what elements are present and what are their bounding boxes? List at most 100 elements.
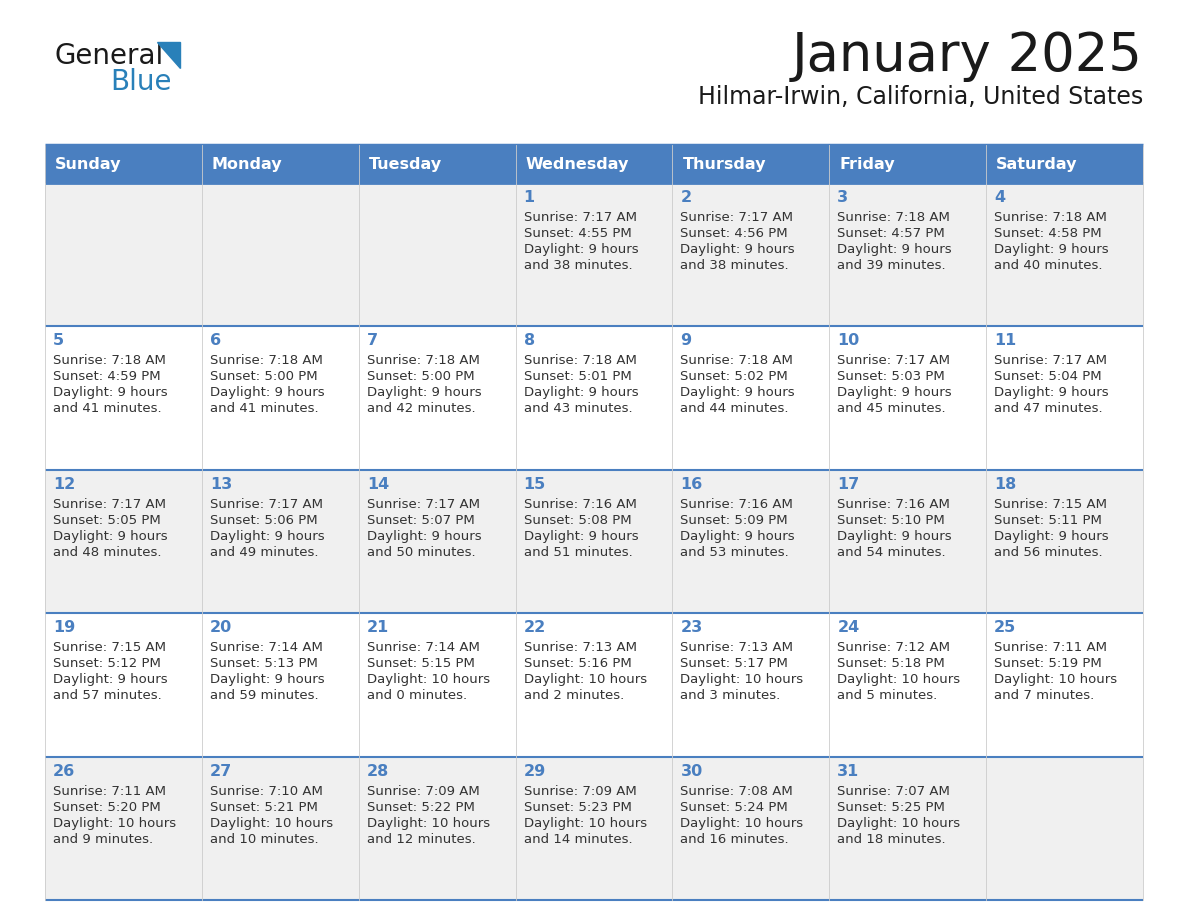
Text: 20: 20 — [210, 621, 232, 635]
Text: Daylight: 9 hours: Daylight: 9 hours — [53, 530, 168, 543]
Text: and 10 minutes.: and 10 minutes. — [210, 833, 318, 845]
Text: and 9 minutes.: and 9 minutes. — [53, 833, 153, 845]
Text: and 44 minutes.: and 44 minutes. — [681, 402, 789, 416]
Bar — [45, 145, 202, 183]
Text: Sunrise: 7:17 AM: Sunrise: 7:17 AM — [53, 498, 166, 510]
Text: Daylight: 10 hours: Daylight: 10 hours — [681, 673, 803, 686]
Text: Daylight: 10 hours: Daylight: 10 hours — [994, 673, 1117, 686]
Text: Daylight: 10 hours: Daylight: 10 hours — [681, 817, 803, 830]
Text: Blue: Blue — [110, 68, 171, 96]
Text: Sunset: 4:57 PM: Sunset: 4:57 PM — [838, 227, 944, 240]
Text: Sunrise: 7:17 AM: Sunrise: 7:17 AM — [681, 211, 794, 224]
Text: Wednesday: Wednesday — [525, 156, 628, 172]
Text: Sunset: 5:08 PM: Sunset: 5:08 PM — [524, 514, 631, 527]
Text: 11: 11 — [994, 333, 1017, 349]
Text: Daylight: 10 hours: Daylight: 10 hours — [524, 673, 646, 686]
Text: and 57 minutes.: and 57 minutes. — [53, 689, 162, 702]
Text: Sunrise: 7:18 AM: Sunrise: 7:18 AM — [53, 354, 166, 367]
Bar — [829, 145, 986, 183]
Text: Sunset: 5:16 PM: Sunset: 5:16 PM — [524, 657, 631, 670]
Bar — [359, 145, 516, 183]
Text: 21: 21 — [367, 621, 388, 635]
Text: Sunset: 5:21 PM: Sunset: 5:21 PM — [210, 800, 317, 813]
Text: and 38 minutes.: and 38 minutes. — [681, 259, 789, 272]
Text: and 40 minutes.: and 40 minutes. — [994, 259, 1102, 272]
Text: Sunrise: 7:18 AM: Sunrise: 7:18 AM — [367, 354, 480, 367]
Text: Daylight: 9 hours: Daylight: 9 hours — [524, 243, 638, 256]
Text: 25: 25 — [994, 621, 1017, 635]
Text: 14: 14 — [367, 476, 388, 492]
Text: Sunrise: 7:17 AM: Sunrise: 7:17 AM — [210, 498, 323, 510]
Text: Daylight: 10 hours: Daylight: 10 hours — [367, 817, 489, 830]
Text: and 41 minutes.: and 41 minutes. — [210, 402, 318, 416]
Text: 15: 15 — [524, 476, 545, 492]
Bar — [45, 327, 1143, 470]
Text: Sunset: 5:13 PM: Sunset: 5:13 PM — [210, 657, 317, 670]
Text: Daylight: 9 hours: Daylight: 9 hours — [53, 673, 168, 686]
Text: 7: 7 — [367, 333, 378, 349]
Text: Tuesday: Tuesday — [368, 156, 442, 172]
Text: Daylight: 9 hours: Daylight: 9 hours — [367, 530, 481, 543]
Text: and 14 minutes.: and 14 minutes. — [524, 833, 632, 845]
Text: Sunrise: 7:13 AM: Sunrise: 7:13 AM — [681, 641, 794, 655]
Text: 8: 8 — [524, 333, 535, 349]
Text: and 2 minutes.: and 2 minutes. — [524, 689, 624, 702]
Text: and 43 minutes.: and 43 minutes. — [524, 402, 632, 416]
Text: Sunset: 5:20 PM: Sunset: 5:20 PM — [53, 800, 160, 813]
Text: 5: 5 — [53, 333, 64, 349]
Text: 28: 28 — [367, 764, 388, 778]
Text: Sunset: 5:11 PM: Sunset: 5:11 PM — [994, 514, 1102, 527]
Text: 10: 10 — [838, 333, 860, 349]
Text: 9: 9 — [681, 333, 691, 349]
Text: Daylight: 9 hours: Daylight: 9 hours — [681, 530, 795, 543]
Bar — [202, 145, 359, 183]
Text: Sunrise: 7:08 AM: Sunrise: 7:08 AM — [681, 785, 794, 798]
Text: Daylight: 9 hours: Daylight: 9 hours — [838, 530, 952, 543]
Text: 1: 1 — [524, 190, 535, 205]
Text: Sunrise: 7:07 AM: Sunrise: 7:07 AM — [838, 785, 950, 798]
Text: and 45 minutes.: and 45 minutes. — [838, 402, 946, 416]
Text: and 18 minutes.: and 18 minutes. — [838, 833, 946, 845]
Text: Sunset: 5:01 PM: Sunset: 5:01 PM — [524, 370, 631, 384]
Text: 2: 2 — [681, 190, 691, 205]
Text: General: General — [55, 42, 164, 70]
Text: 23: 23 — [681, 621, 702, 635]
Text: and 3 minutes.: and 3 minutes. — [681, 689, 781, 702]
Text: and 51 minutes.: and 51 minutes. — [524, 546, 632, 559]
Text: Sunday: Sunday — [55, 156, 121, 172]
Text: Sunrise: 7:18 AM: Sunrise: 7:18 AM — [994, 211, 1107, 224]
Text: Sunrise: 7:12 AM: Sunrise: 7:12 AM — [838, 641, 950, 655]
Bar — [986, 145, 1143, 183]
Text: Friday: Friday — [839, 156, 895, 172]
Text: and 50 minutes.: and 50 minutes. — [367, 546, 475, 559]
Text: Sunset: 4:55 PM: Sunset: 4:55 PM — [524, 227, 631, 240]
Text: Sunset: 5:09 PM: Sunset: 5:09 PM — [681, 514, 788, 527]
Text: and 47 minutes.: and 47 minutes. — [994, 402, 1102, 416]
Text: 22: 22 — [524, 621, 545, 635]
Text: Sunset: 5:24 PM: Sunset: 5:24 PM — [681, 800, 788, 813]
Text: Sunset: 5:05 PM: Sunset: 5:05 PM — [53, 514, 160, 527]
Polygon shape — [157, 42, 181, 68]
Text: Sunrise: 7:11 AM: Sunrise: 7:11 AM — [994, 641, 1107, 655]
Text: Daylight: 9 hours: Daylight: 9 hours — [838, 243, 952, 256]
Text: Thursday: Thursday — [682, 156, 766, 172]
Text: 26: 26 — [53, 764, 75, 778]
Text: Daylight: 9 hours: Daylight: 9 hours — [994, 530, 1108, 543]
Text: Sunset: 5:15 PM: Sunset: 5:15 PM — [367, 657, 474, 670]
Text: Sunrise: 7:17 AM: Sunrise: 7:17 AM — [524, 211, 637, 224]
Text: Daylight: 9 hours: Daylight: 9 hours — [838, 386, 952, 399]
Text: Monday: Monday — [211, 156, 283, 172]
Text: 13: 13 — [210, 476, 232, 492]
Text: and 49 minutes.: and 49 minutes. — [210, 546, 318, 559]
Text: Sunset: 5:00 PM: Sunset: 5:00 PM — [210, 370, 317, 384]
Text: and 59 minutes.: and 59 minutes. — [210, 689, 318, 702]
Text: Sunrise: 7:15 AM: Sunrise: 7:15 AM — [994, 498, 1107, 510]
Text: Daylight: 9 hours: Daylight: 9 hours — [681, 386, 795, 399]
Text: and 53 minutes.: and 53 minutes. — [681, 546, 789, 559]
Text: Sunrise: 7:18 AM: Sunrise: 7:18 AM — [681, 354, 794, 367]
Text: Daylight: 9 hours: Daylight: 9 hours — [994, 243, 1108, 256]
Text: Daylight: 9 hours: Daylight: 9 hours — [681, 243, 795, 256]
Text: Daylight: 10 hours: Daylight: 10 hours — [367, 673, 489, 686]
Text: 6: 6 — [210, 333, 221, 349]
Text: and 7 minutes.: and 7 minutes. — [994, 689, 1094, 702]
